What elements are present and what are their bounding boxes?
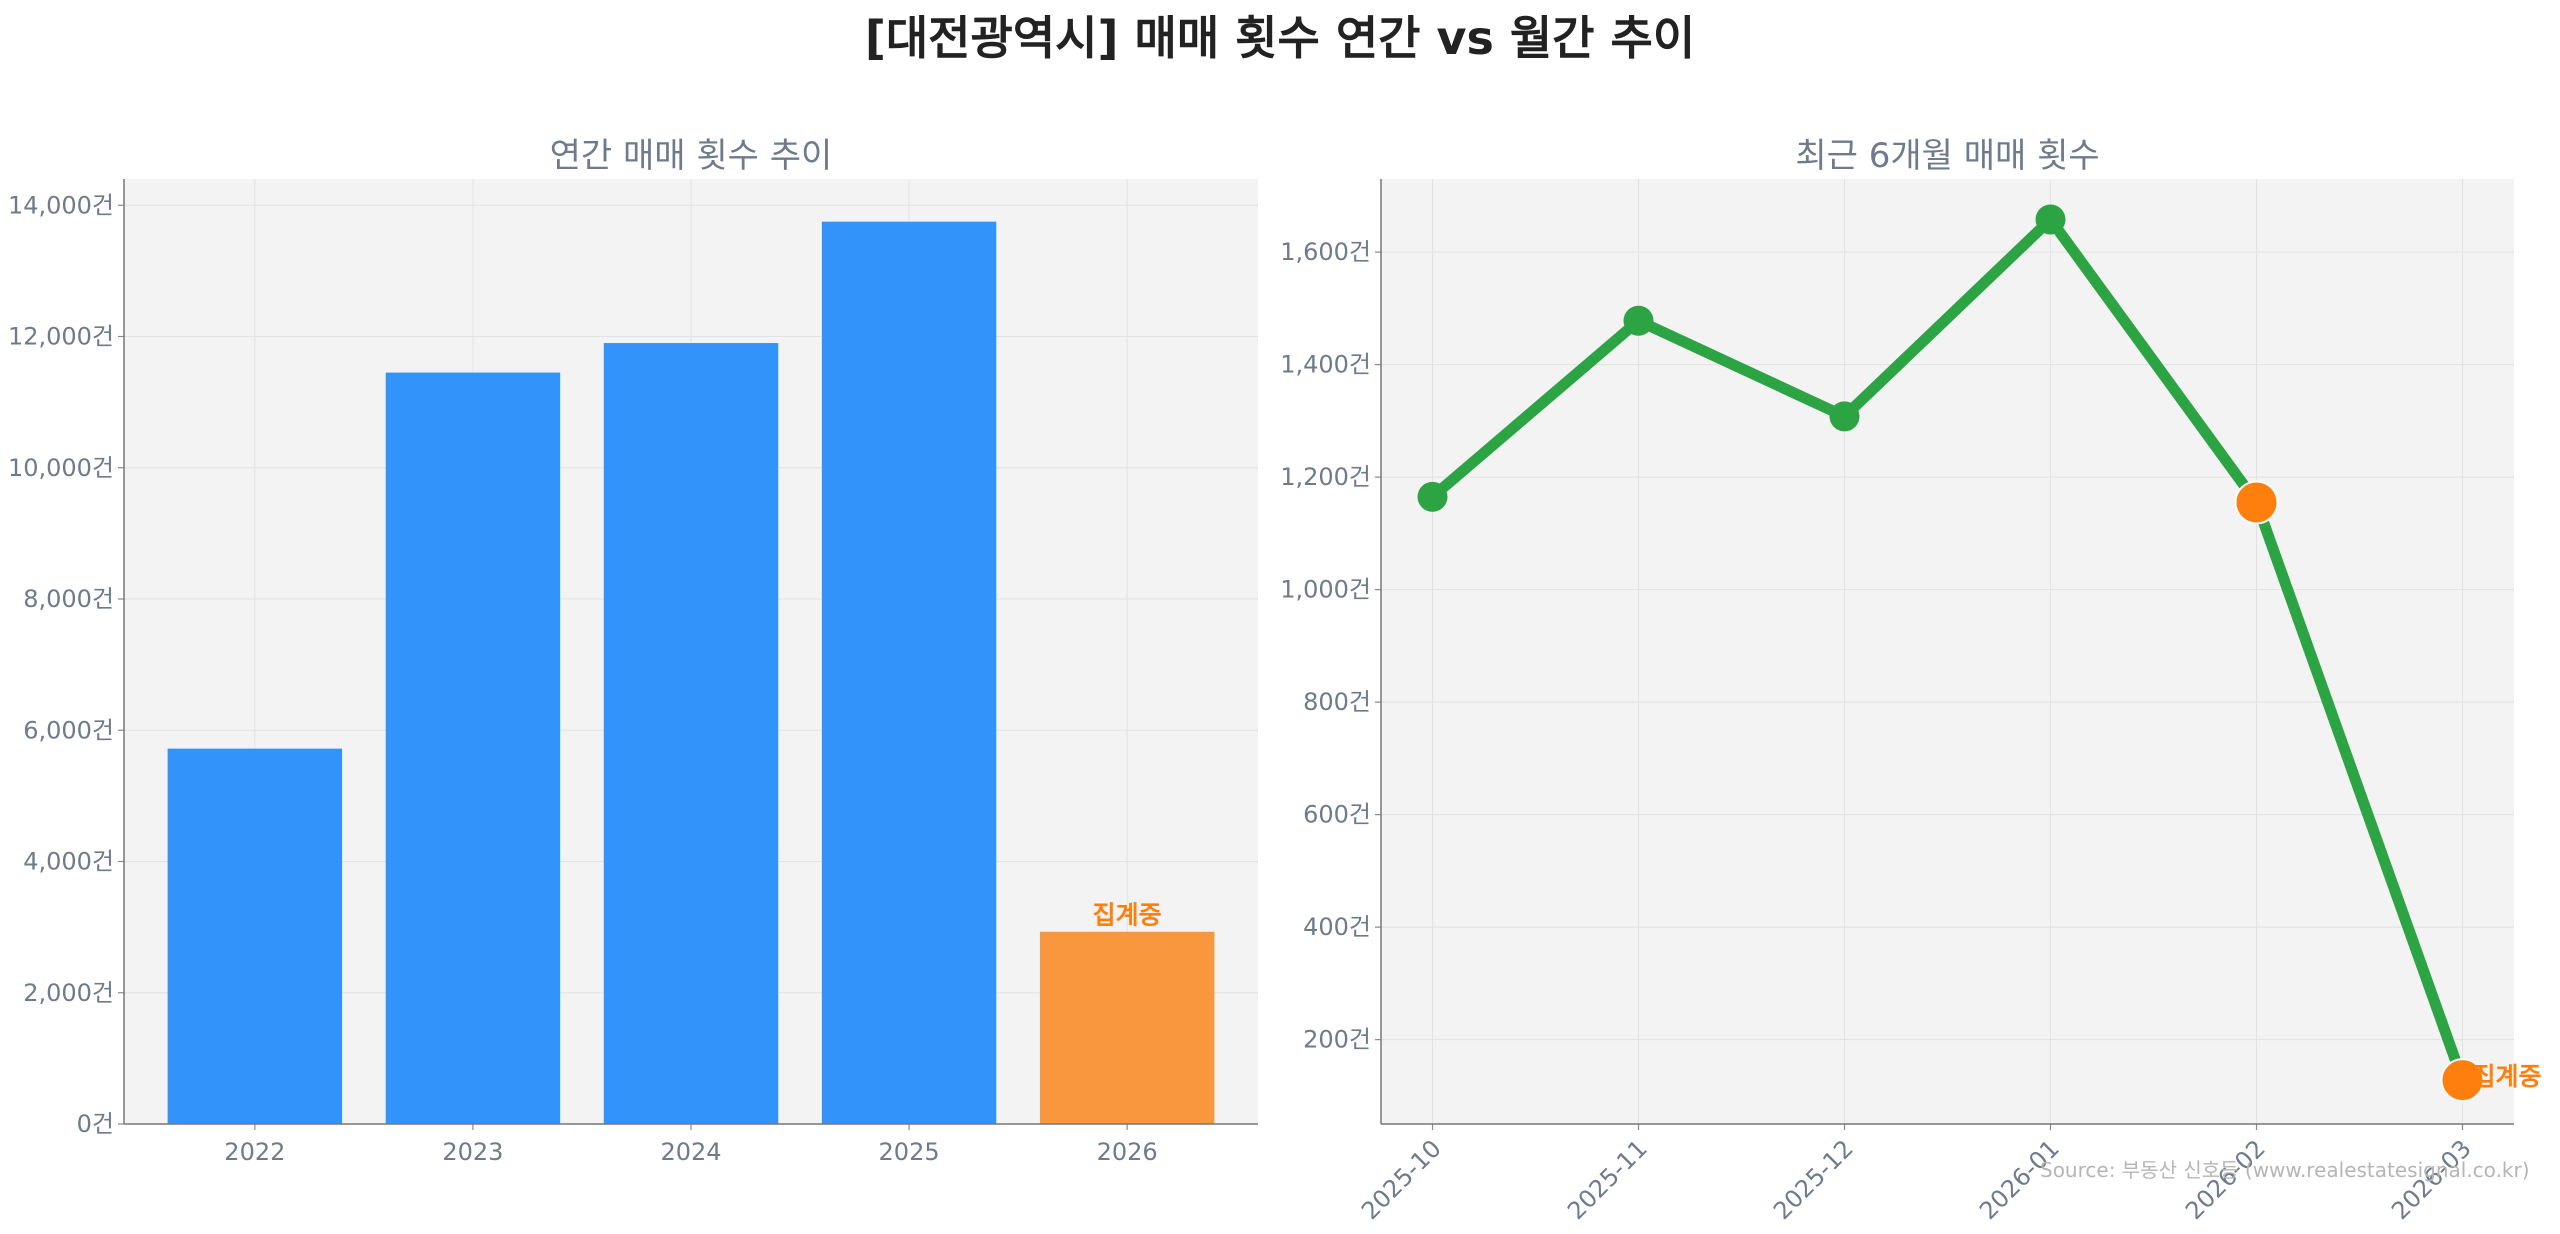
y-tick-label: 14,000건 [8,191,114,219]
bar [603,343,779,1124]
monthly-line-chart: 200건 400건 600건 800건 1,000건 1,200건 1,400건 1,600건… [1280,136,2541,1225]
y-tick-label: 0건 [77,1110,114,1138]
y-tick-label: 800건 [1303,688,1371,716]
y-tick-label: 10,000건 [8,454,114,482]
point-highlight [2440,1058,2485,1103]
y-tick-label: 1,200건 [1280,463,1371,491]
point [1623,305,1654,336]
x-tick-label: 2025 [879,1138,940,1166]
x-tick-label: 2023 [442,1138,503,1166]
x-tick-label: 2025-10 [1356,1134,1447,1225]
y-tick-label: 6,000건 [23,716,114,744]
bar-partial [1039,931,1215,1124]
subplot-title: 최근 6개월 매매 횟수 [1795,136,2099,176]
y-tick-label: 1,000건 [1280,576,1371,604]
source-credit: Source: 부동산 신호등 (www.realestatesignal.co… [2040,1158,2530,1182]
x-tick-label: 2025-12 [1768,1134,1859,1225]
y-tick-label: 8,000건 [23,585,114,613]
point [2035,204,2066,235]
y-tick-label: 12,000건 [8,323,114,351]
y-tick-label: 600건 [1303,801,1371,829]
y-tick-label: 400건 [1303,913,1371,941]
bar [385,372,561,1124]
y-tick-label: 2,000건 [23,979,114,1007]
annual-bar-chart: 0건 2,000건 4,000건 6,000건 8,000건 10,000건 12,000건… [8,136,1258,1166]
x-tick-label: 2025-11 [1562,1134,1653,1225]
x-tick-label: 2022 [224,1138,285,1166]
y-tick-label: 1,400건 [1280,351,1371,379]
subplot-title: 연간 매매 횟수 추이 [550,136,833,176]
partial-annotation: 집계중 [2473,1062,2542,1091]
main-title: [대전광역시] 매매 횟수 연간 vs 월간 추이 [864,11,1696,65]
series-line [1427,214,2468,1086]
x-tick-label: 2024 [660,1138,721,1166]
point [1829,401,1860,432]
point-highlight [2234,480,2279,525]
partial-annotation: 집계중 [1093,901,1162,930]
x-tick-label: 2026 [1097,1138,1158,1166]
plot-area [1381,179,2514,1124]
point [1417,481,1448,512]
bar [821,221,997,1124]
y-tick-label: 1,600건 [1280,238,1371,266]
bar [167,748,343,1124]
y-tick-label: 4,000건 [23,848,114,876]
y-tick-label: 200건 [1303,1026,1371,1054]
